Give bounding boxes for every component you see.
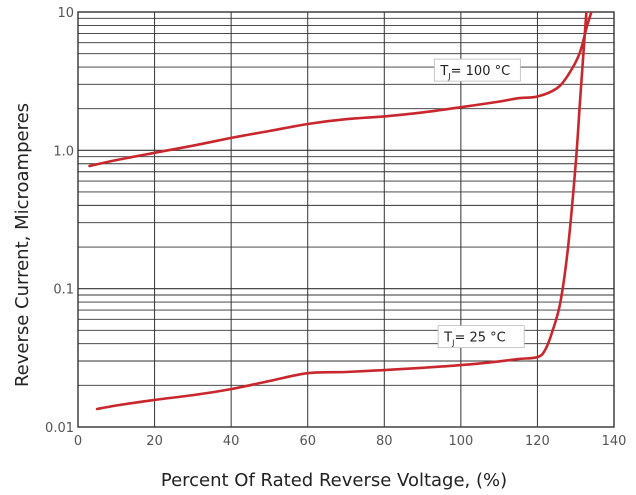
annotation-label: TJ= 100 °C (439, 64, 510, 81)
tick-labels: 0 20 40 60 80 100 120 140 0.01 0.1 1.0 10 (45, 6, 626, 449)
annotations: TJ= 100 °C TJ= 25 °C (433, 58, 525, 349)
x-tick-label: 80 (376, 434, 393, 449)
x-tick-label: 120 (525, 434, 550, 449)
y-tick-label: 10 (57, 6, 74, 21)
x-tick-label: 60 (299, 434, 316, 449)
y-axis-title: Reverse Current, Microamperes (12, 103, 33, 387)
x-tick-label: 140 (602, 434, 627, 449)
y-tick-label: 0.1 (53, 283, 74, 298)
series-lines (88, 12, 593, 411)
annotation-box (437, 325, 525, 349)
x-tick-label: 20 (146, 434, 163, 449)
x-tick-label: 100 (448, 434, 473, 449)
series-annotation: TJ= 25 °C (437, 325, 525, 349)
y-tick-label: 0.01 (45, 421, 74, 436)
grid (78, 12, 614, 427)
x-tick-label: 0 (74, 434, 82, 449)
series-line-0 (88, 12, 593, 168)
x-axis-title: Percent Of Rated Reverse Voltage, (%) (161, 470, 507, 491)
annotation-box (433, 58, 521, 82)
annotation-label: TJ= 25 °C (443, 331, 506, 348)
series-line-1 (95, 12, 588, 411)
series-annotation: TJ= 100 °C (433, 58, 521, 82)
y-tick-label: 1.0 (53, 144, 74, 159)
x-tick-label: 40 (223, 434, 240, 449)
plot-frame (77, 11, 615, 428)
